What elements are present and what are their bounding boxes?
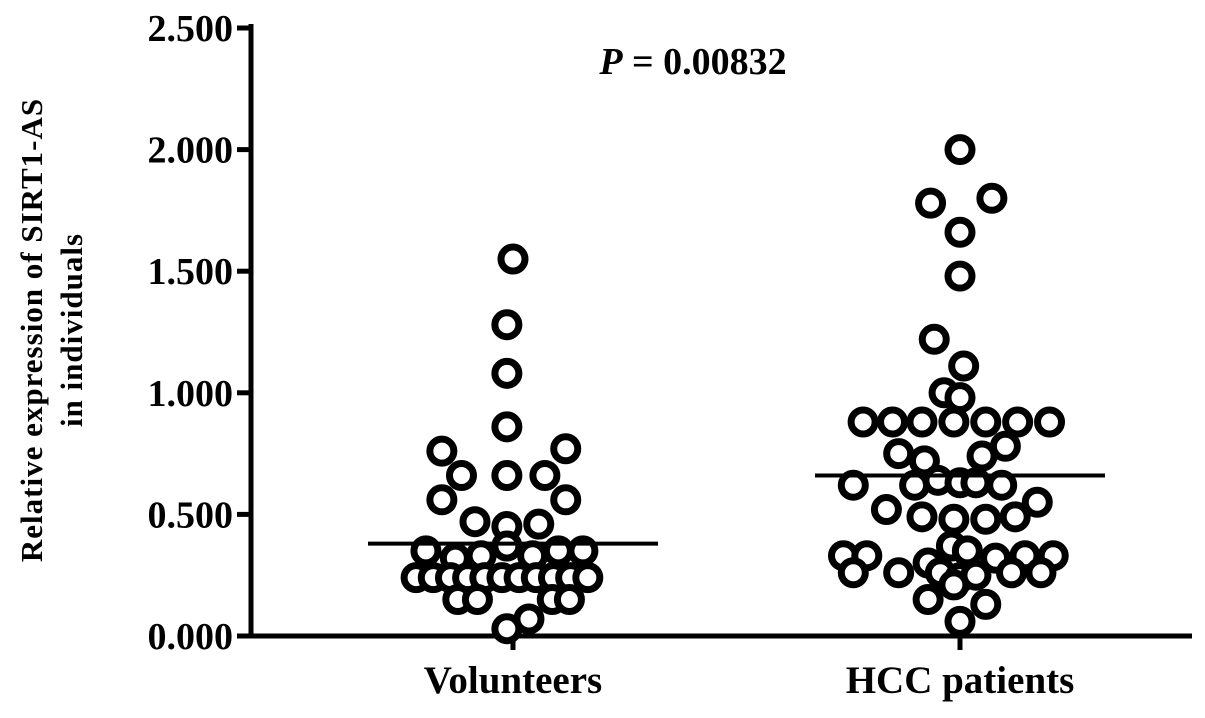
data-point [944, 260, 976, 292]
data-point [877, 406, 909, 438]
data-point [883, 557, 915, 589]
data-point [970, 503, 1002, 535]
data-point [906, 406, 938, 438]
data-point [906, 501, 938, 533]
data-point [837, 469, 869, 501]
y-tick-label: 0.000 [148, 616, 234, 658]
data-point [915, 187, 947, 219]
data-point [986, 469, 1018, 501]
data-point [1034, 406, 1066, 438]
x-category-label: Volunteers [424, 659, 602, 702]
data-point [491, 357, 523, 389]
data-point [870, 494, 902, 526]
data-point [491, 459, 523, 491]
y-tick-label: 1.500 [148, 251, 234, 293]
data-point [553, 584, 585, 616]
y-tick-label: 2.500 [148, 8, 234, 50]
data-point [461, 584, 493, 616]
data-point [938, 503, 970, 535]
data-point [445, 459, 477, 491]
p-value-symbol: P [599, 41, 623, 83]
y-tick-label: 0.500 [148, 494, 234, 536]
data-point [523, 508, 555, 540]
data-point [1002, 406, 1034, 438]
y-tick-label: 1.000 [148, 373, 234, 415]
data-point [999, 501, 1031, 533]
data-point [550, 484, 582, 516]
data-point [883, 438, 915, 470]
data-point [912, 584, 944, 616]
data-point [459, 506, 491, 538]
data-point [938, 406, 970, 438]
data-point [426, 435, 458, 467]
data-point [989, 430, 1021, 462]
data-point [970, 588, 1002, 620]
data-point [944, 605, 976, 637]
data-point [497, 243, 529, 275]
p-value-text: = 0.00832 [622, 41, 787, 83]
data-point [996, 557, 1028, 589]
data-point [529, 459, 561, 491]
data-point [572, 562, 604, 594]
data-point [1021, 486, 1053, 518]
data-point [970, 406, 1002, 438]
data-point [1025, 557, 1057, 589]
data-point [491, 613, 523, 645]
data-point [938, 569, 970, 601]
data-point [948, 350, 980, 382]
data-point [491, 411, 523, 443]
data-point [550, 433, 582, 465]
data-point [837, 557, 869, 589]
data-point [944, 216, 976, 248]
x-category-label: HCC patients [846, 659, 1075, 702]
y-tick-label: 2.000 [148, 130, 234, 172]
data-point [951, 535, 983, 567]
data-point [976, 182, 1008, 214]
data-point [944, 134, 976, 166]
data-point [944, 382, 976, 414]
data-point [426, 484, 458, 516]
p-value-annotation: P = 0.00832 [599, 40, 786, 84]
data-point [847, 406, 879, 438]
data-point [918, 323, 950, 355]
data-point [491, 309, 523, 341]
data-point [491, 530, 523, 562]
